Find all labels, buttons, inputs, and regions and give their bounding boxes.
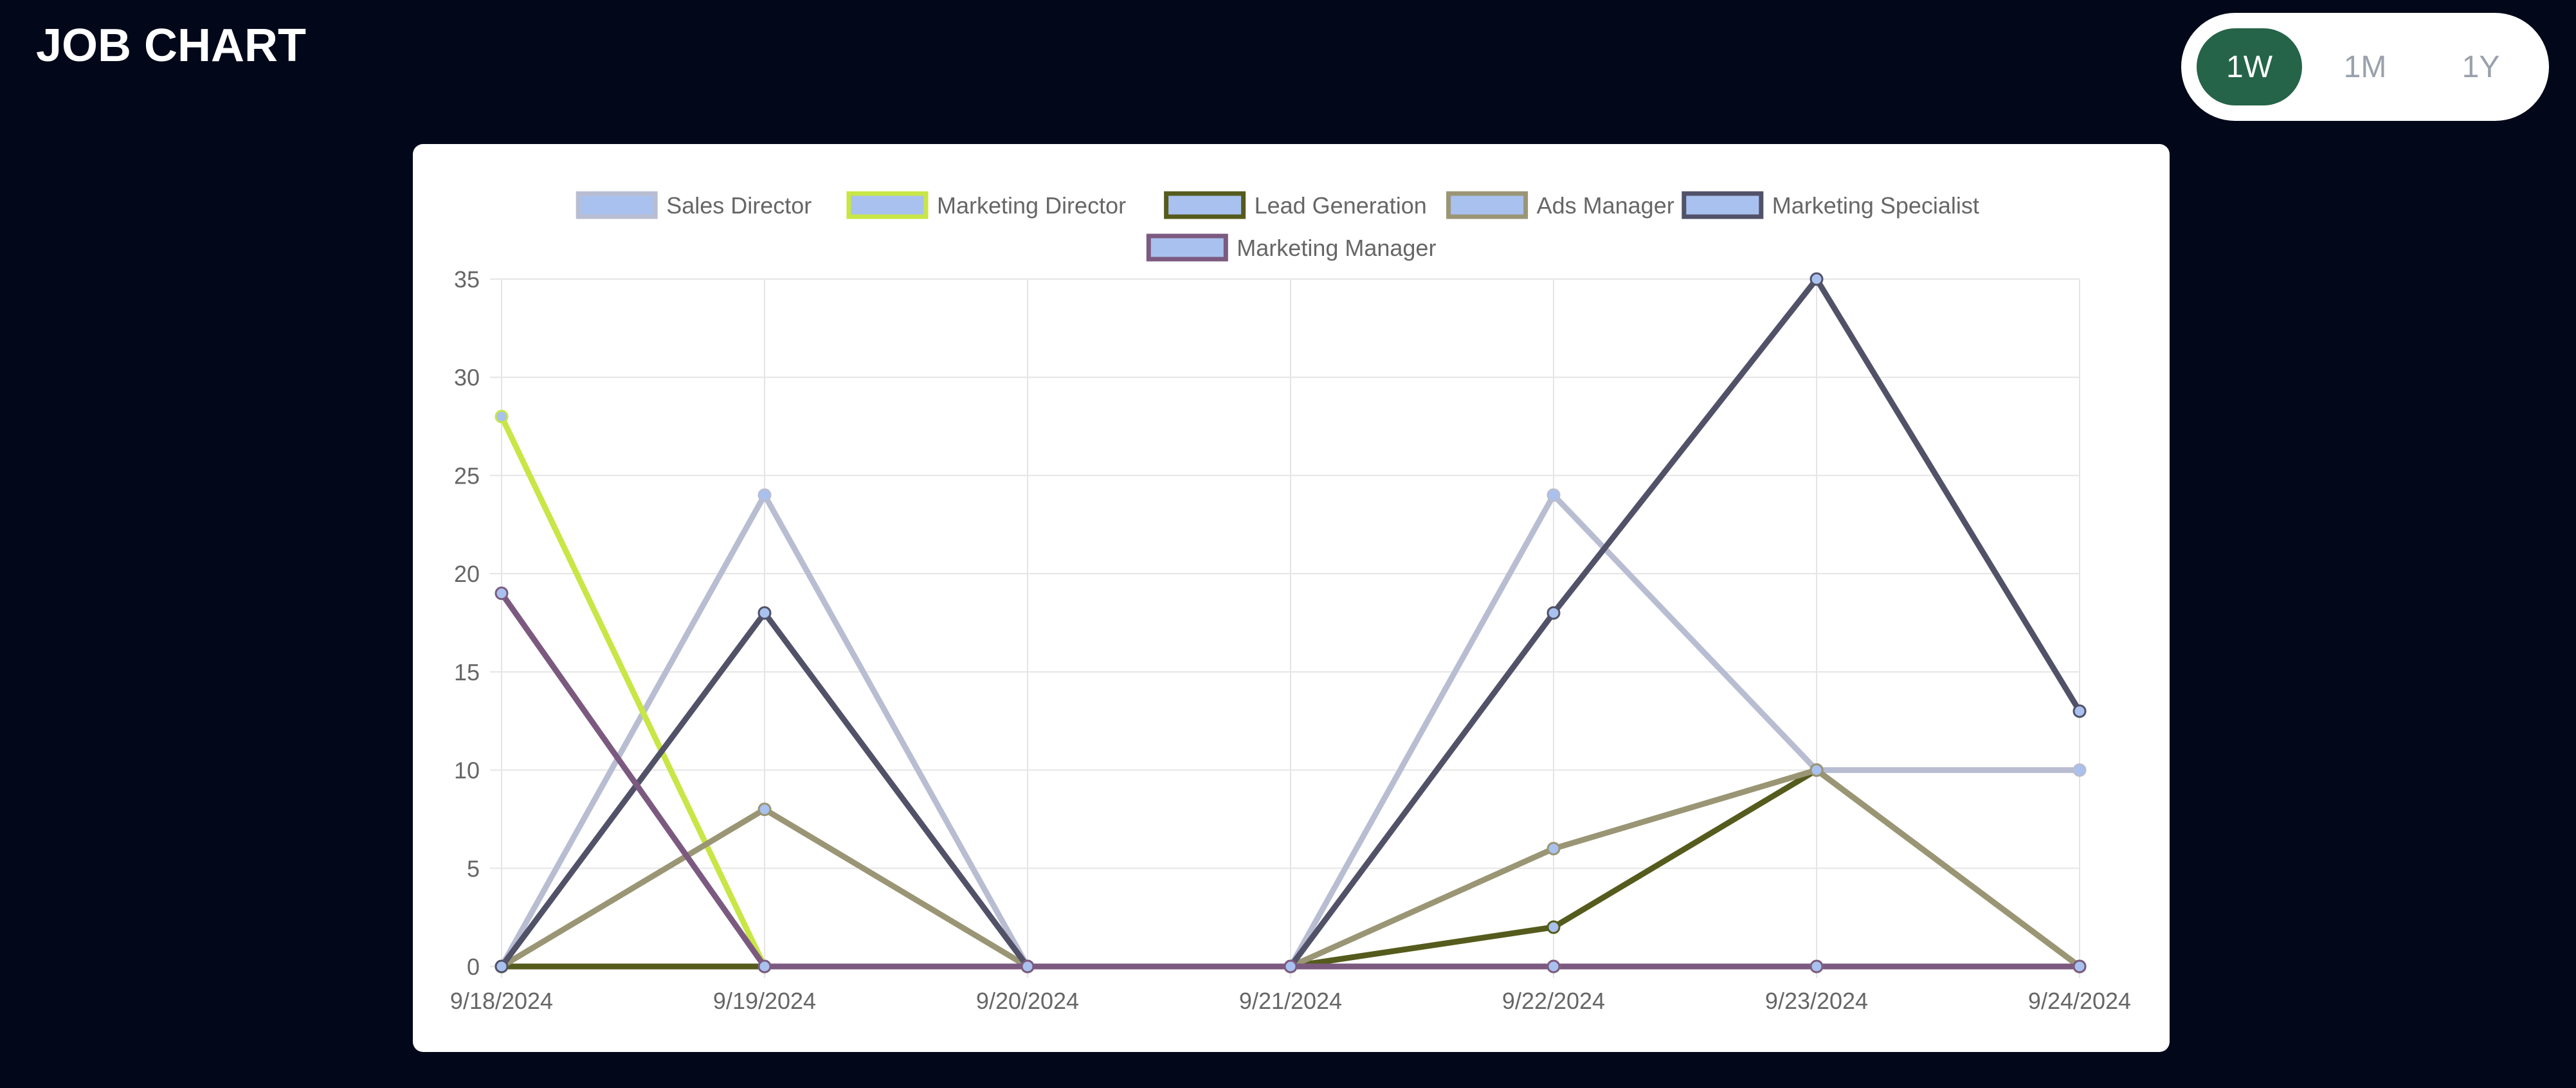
data-point — [1810, 272, 1824, 286]
data-point — [1547, 488, 1561, 502]
legend-swatch — [1682, 191, 1764, 219]
data-point — [757, 606, 772, 620]
legend-label: Ads Manager — [1537, 192, 1674, 219]
data-point — [494, 959, 509, 974]
data-point — [494, 410, 509, 424]
y-tick-label: 15 — [454, 659, 480, 685]
data-point — [2073, 959, 2087, 974]
line-chart: 0 5 10 15 20 25 30 35 9/18/2024 9/19/2024 9/20/202… — [450, 191, 2131, 1014]
data-point — [1810, 959, 1824, 974]
legend-swatch — [1146, 233, 1228, 262]
data-point — [1810, 763, 1824, 777]
range-1y-button[interactable]: 1Y — [2462, 50, 2500, 84]
x-tick-label: 9/20/2024 — [976, 988, 1079, 1014]
legend-item[interactable]: Lead Generation — [1164, 191, 1427, 219]
legend-swatch — [1446, 191, 1528, 219]
data-point — [1547, 606, 1561, 620]
data-point — [1283, 959, 1298, 974]
y-tick-label: 20 — [454, 561, 480, 587]
series-points — [494, 272, 2087, 974]
legend-item[interactable]: Sales Director — [576, 191, 812, 219]
data-point — [1547, 959, 1561, 974]
data-point — [2073, 704, 2087, 718]
legend: Sales Director Marketing Director Lead Gen… — [576, 191, 1979, 262]
data-point — [494, 586, 509, 601]
data-point — [757, 488, 772, 502]
y-tick-label: 35 — [454, 266, 480, 293]
legend-swatch — [576, 191, 658, 219]
page-title: JOB CHART — [36, 20, 307, 71]
legend-swatch — [846, 191, 929, 219]
y-tick-label: 5 — [467, 855, 480, 882]
range-1m-button[interactable]: 1M — [2343, 50, 2387, 84]
x-tick-label: 9/22/2024 — [1502, 988, 1605, 1014]
legend-label: Marketing Director — [937, 192, 1126, 219]
y-tick-label: 0 — [467, 954, 480, 980]
data-point — [757, 802, 772, 817]
x-tick-label: 9/19/2024 — [713, 988, 816, 1014]
data-point — [757, 959, 772, 974]
y-tick-label: 30 — [454, 365, 480, 391]
x-tick-label: 9/23/2024 — [1765, 988, 1868, 1014]
y-tick-label: 25 — [454, 462, 480, 489]
x-tick-label: 9/21/2024 — [1239, 988, 1342, 1014]
y-tick-label: 10 — [454, 757, 480, 784]
legend-label: Marketing Specialist — [1772, 192, 1979, 219]
grid — [490, 278, 2080, 978]
x-tick-label: 9/24/2024 — [2028, 988, 2131, 1014]
data-point — [2073, 763, 2087, 777]
legend-item[interactable]: Marketing Director — [846, 191, 1126, 219]
range-switch: 1W 1M 1Y — [2181, 13, 2549, 121]
legend-item[interactable]: Marketing Specialist — [1682, 191, 1979, 219]
data-point — [1547, 920, 1561, 934]
range-1w-button[interactable]: 1W — [2197, 28, 2302, 105]
data-point — [1020, 959, 1035, 974]
data-point — [1547, 842, 1561, 856]
legend-item[interactable]: Marketing Manager — [1146, 233, 1436, 262]
legend-label: Lead Generation — [1255, 192, 1427, 219]
legend-label: Marketing Manager — [1237, 235, 1436, 261]
x-tick-label: 9/18/2024 — [450, 988, 553, 1014]
legend-label: Sales Director — [666, 192, 812, 219]
chart-card: 0 5 10 15 20 25 30 35 9/18/2024 9/19/2024 9/20/202… — [413, 144, 2170, 1052]
legend-item[interactable]: Ads Manager — [1446, 191, 1674, 219]
legend-swatch — [1164, 191, 1246, 219]
